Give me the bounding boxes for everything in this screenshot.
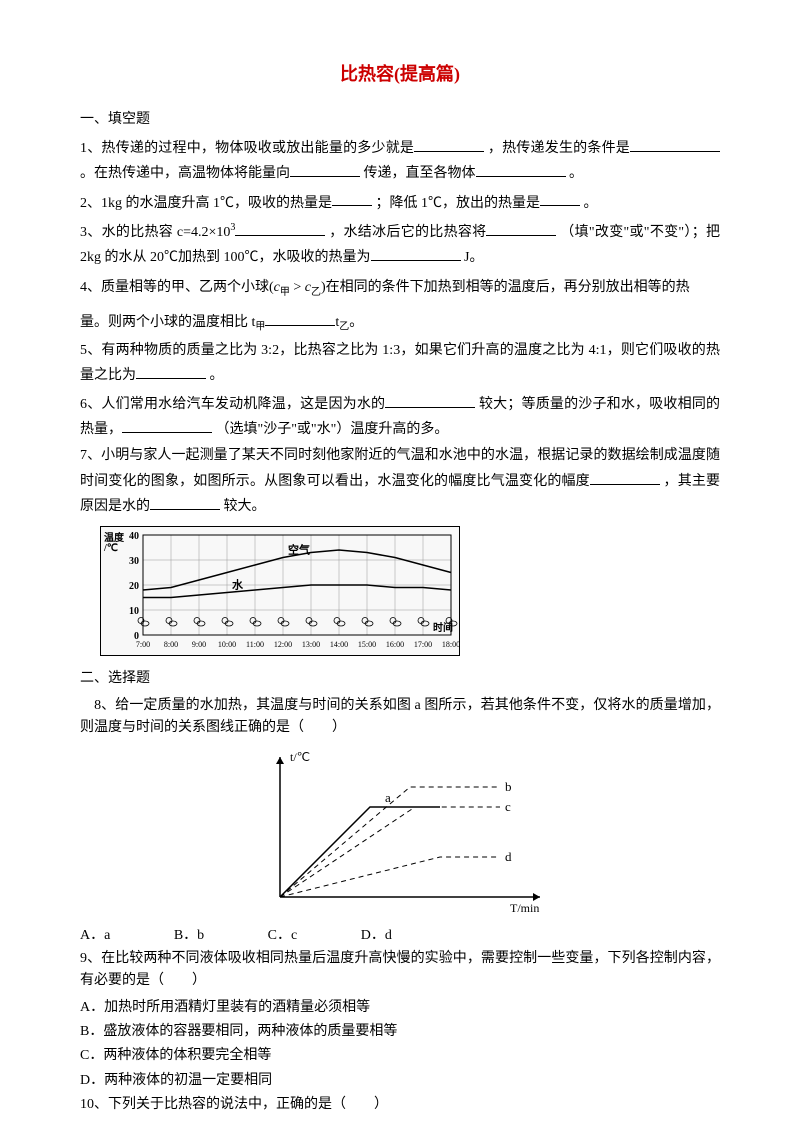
svg-text:10:00: 10:00 xyxy=(218,640,236,649)
graph-svg: t/℃ T/min a b c d xyxy=(240,747,560,917)
option-a: A．a xyxy=(80,925,110,947)
q1-text-e: 。 xyxy=(569,166,583,181)
subscript: 乙 xyxy=(339,322,349,333)
blank xyxy=(476,160,566,177)
svg-text:20: 20 xyxy=(129,581,139,592)
chart-svg: 0102030407:008:009:0010:0011:0012:0013:0… xyxy=(101,527,461,657)
svg-text:/℃: /℃ xyxy=(103,543,118,554)
q4-text-e: 。 xyxy=(349,315,363,330)
question-3: 3、水的比热容 c=4.2×103 ，水结冰后它的比热容将 （填"改变"或"不变… xyxy=(80,219,720,269)
question-5: 5、有两种物质的质量之比为 3:2，比热容之比为 1:3，如果它们升高的温度之比… xyxy=(80,340,720,388)
svg-text:9:00: 9:00 xyxy=(192,640,206,649)
q2-text-c: 。 xyxy=(584,195,598,210)
q9-option-d: D．两种液体的初温一定要相同 xyxy=(80,1070,720,1092)
option-b: B．b xyxy=(174,925,204,947)
svg-text:13:00: 13:00 xyxy=(302,640,320,649)
q2-text-b: ；降低 1℃，放出的热量是 xyxy=(376,195,541,210)
svg-text:15:00: 15:00 xyxy=(358,640,376,649)
q6-text-c: （选填"沙子"或"水"）温度升高的多。 xyxy=(216,422,449,437)
option-d: D．d xyxy=(361,925,392,947)
q4-text-a: 4、质量相等的甲、乙两个小球( xyxy=(80,280,274,295)
blank xyxy=(385,391,475,408)
q1-text-d: 传递，直至各物体 xyxy=(364,166,476,181)
subscript: 甲 xyxy=(255,322,265,333)
q1-text-b: ，热传递发生的条件是 xyxy=(488,141,630,156)
blank xyxy=(414,135,484,152)
svg-text:14:00: 14:00 xyxy=(330,640,348,649)
y-axis-label: t/℃ xyxy=(290,750,310,764)
q5-text-b: 。 xyxy=(210,368,224,383)
x-axis-label: T/min xyxy=(510,901,539,915)
svg-text:30: 30 xyxy=(129,556,139,567)
svg-text:d: d xyxy=(505,849,512,864)
blank xyxy=(486,219,556,236)
q9-option-a: A．加热时所用酒精灯里装有的酒精量必须相等 xyxy=(80,997,720,1019)
question-10: 10、下列关于比热容的说法中，正确的是（ ） xyxy=(80,1094,720,1116)
svg-text:40: 40 xyxy=(129,531,139,542)
svg-text:11:00: 11:00 xyxy=(246,640,264,649)
svg-text:17:00: 17:00 xyxy=(414,640,432,649)
q9-option-c: C．两种液体的体积要完全相等 xyxy=(80,1045,720,1067)
section2-header: 二、选择题 xyxy=(80,668,720,690)
blank xyxy=(235,219,325,236)
q3-text-a: 3、水的比热容 c=4.2×10 xyxy=(80,225,230,240)
blank xyxy=(540,190,580,207)
q9-option-b: B．盛放液体的容器要相同，两种液体的质量要相等 xyxy=(80,1021,720,1043)
svg-text:7:00: 7:00 xyxy=(136,640,150,649)
question-4-cont: 量。则两个小球的温度相比 t甲t乙。 xyxy=(80,309,720,336)
temperature-chart: 0102030407:008:009:0010:0011:0012:0013:0… xyxy=(100,526,460,656)
q1-text-a: 1、热传递的过程中，物体吸收或放出能量的多少就是 xyxy=(80,141,414,156)
page-title: 比热容(提高篇) xyxy=(80,60,720,89)
q7-text-c: 较大。 xyxy=(224,499,266,514)
heating-graph: t/℃ T/min a b c d xyxy=(240,747,560,917)
blank xyxy=(136,362,206,379)
blank xyxy=(371,244,461,261)
q4-text-c: 量。则两个小球的温度相比 t xyxy=(80,315,255,330)
svg-text:b: b xyxy=(505,779,512,794)
svg-text:18:00: 18:00 xyxy=(442,640,460,649)
question-9: 9、在比较两种不同液体吸收相同热量后温度升高快慢的实验中，需要控制一些变量，下列… xyxy=(80,948,720,993)
question-7: 7、小明与家人一起测量了某天不同时刻他家附近的气温和水池中的水温，根据记录的数据… xyxy=(80,445,720,518)
question-2: 2、1kg 的水温度升高 1℃，吸收的热量是 ；降低 1℃，放出的热量是 。 xyxy=(80,190,720,215)
question-1: 1、热传递的过程中，物体吸收或放出能量的多少就是 ，热传递发生的条件是 。在热传… xyxy=(80,135,720,185)
blank xyxy=(265,309,335,326)
q3-text-b: ，水结冰后它的比热容将 xyxy=(329,225,486,240)
svg-text:16:00: 16:00 xyxy=(386,640,404,649)
q2-text-a: 2、1kg 的水温度升高 1℃，吸收的热量是 xyxy=(80,195,332,210)
blank xyxy=(590,468,660,485)
svg-text:空气: 空气 xyxy=(288,543,310,557)
svg-text:12:00: 12:00 xyxy=(274,640,292,649)
blank xyxy=(290,160,360,177)
subscript: 乙 xyxy=(311,287,321,298)
blank xyxy=(630,135,720,152)
section1-header: 一、填空题 xyxy=(80,109,720,131)
svg-text:水: 水 xyxy=(232,578,244,592)
blank xyxy=(150,493,220,510)
q6-text-a: 6、人们常用水给汽车发动机降温，这是因为水的 xyxy=(80,397,385,412)
gt-symbol: > xyxy=(290,280,305,295)
q3-text-d: J。 xyxy=(464,250,483,265)
q8-options: A．a B．b C．c D．d xyxy=(80,925,720,947)
question-8: 8、给一定质量的水加热，其温度与时间的关系如图 a 图所示，若其他条件不变，仅将… xyxy=(80,695,720,740)
question-4: 4、质量相等的甲、乙两个小球(c甲 > c乙)在相同的条件下加热到相等的温度后，… xyxy=(80,277,720,301)
svg-text:c: c xyxy=(505,799,511,814)
blank xyxy=(332,190,372,207)
svg-text:10: 10 xyxy=(129,606,139,617)
q1-text-c: 。在热传递中，高温物体将能量向 xyxy=(80,166,290,181)
question-6: 6、人们常用水给汽车发动机降温，这是因为水的 较大；等质量的沙子和水，吸收相同的… xyxy=(80,391,720,441)
option-c: C．c xyxy=(268,925,298,947)
q4-text-b: )在相同的条件下加热到相等的温度后，再分别放出相等的热 xyxy=(321,280,690,295)
svg-text:a: a xyxy=(385,790,391,805)
svg-text:8:00: 8:00 xyxy=(164,640,178,649)
subscript: 甲 xyxy=(280,287,290,298)
blank xyxy=(122,416,212,433)
